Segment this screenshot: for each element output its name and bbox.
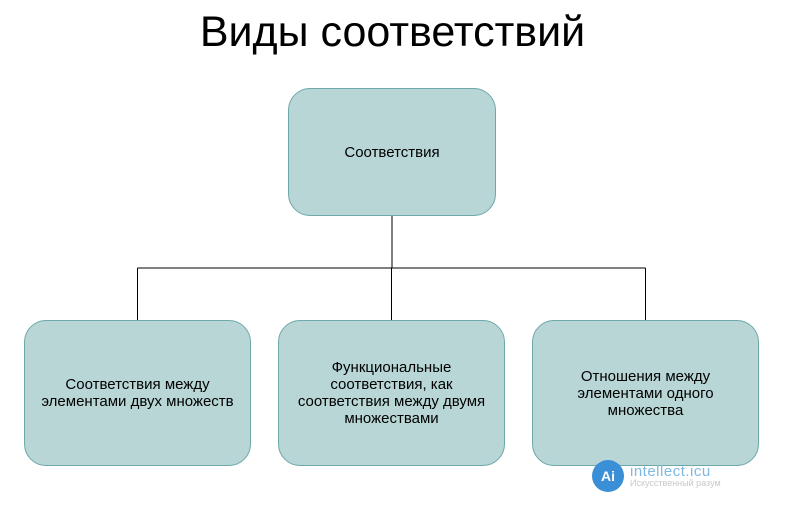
watermark-logo-text: Ai: [601, 468, 615, 484]
watermark: Ai intellect.icu Искусственный разум: [592, 460, 721, 492]
node-c2: Функциональные соответствия, как соответ…: [278, 320, 505, 466]
page-title: Виды соответствий: [0, 8, 785, 57]
title-text: Виды соответствий: [200, 8, 585, 56]
node-c1: Соответствия между элементами двух множе…: [24, 320, 251, 466]
node-label: Соответствия между элементами двух множе…: [33, 376, 242, 410]
watermark-line1: intellect.icu: [630, 464, 721, 479]
watermark-text: intellect.icu Искусственный разум: [630, 464, 721, 488]
node-root: Соответствия: [288, 88, 496, 216]
watermark-line2: Искусственный разум: [630, 479, 721, 488]
node-c3: Отношения между элементами одного множес…: [532, 320, 759, 466]
node-label: Соответствия: [344, 144, 439, 161]
node-label: Отношения между элементами одного множес…: [541, 368, 750, 419]
watermark-logo-icon: Ai: [592, 460, 624, 492]
node-label: Функциональные соответствия, как соответ…: [287, 359, 496, 427]
